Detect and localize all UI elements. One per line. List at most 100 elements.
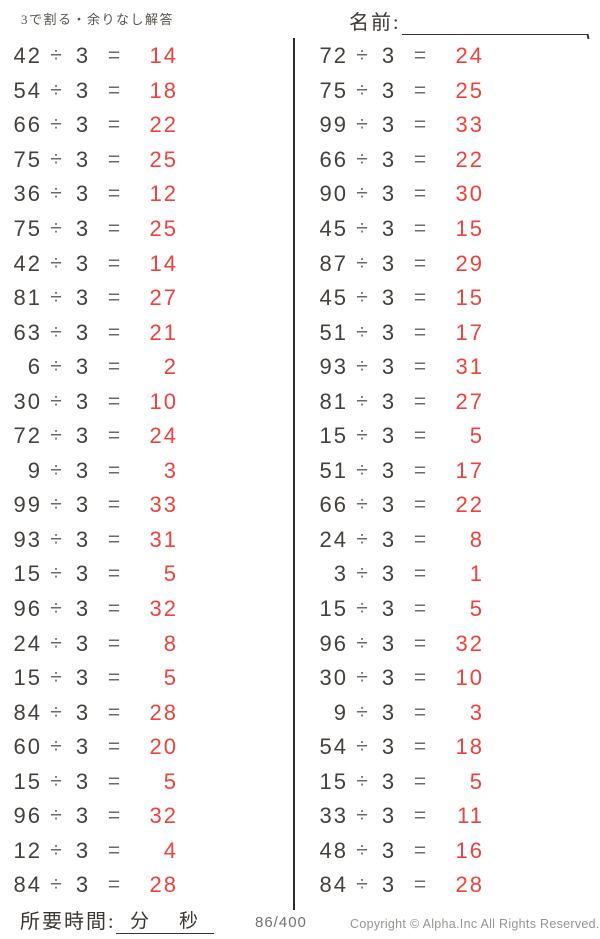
dividend: 48 — [319, 837, 348, 863]
dividend: 87 — [319, 250, 348, 276]
divide-sign: ÷ — [356, 182, 368, 206]
equals-sign: = — [107, 147, 121, 171]
divide-sign: ÷ — [50, 769, 62, 793]
divisor: 3 — [75, 250, 89, 276]
dividend: 99 — [13, 492, 42, 518]
divisor: 3 — [75, 285, 89, 311]
equals-sign: = — [107, 286, 121, 310]
equals-sign: = — [107, 44, 121, 68]
answer-value: 32 — [149, 596, 178, 622]
answer-value: 27 — [149, 285, 178, 311]
divisor: 3 — [75, 803, 89, 829]
equals-sign: = — [107, 527, 121, 551]
answer-value: 15 — [455, 285, 484, 311]
equals-sign: = — [107, 666, 121, 690]
equals-sign: = — [107, 458, 121, 482]
dividend: 15 — [319, 768, 348, 794]
divisor: 3 — [381, 112, 395, 138]
answer-value: 5 — [163, 665, 178, 691]
dividend: 60 — [13, 734, 42, 760]
equals-sign: = — [413, 320, 427, 344]
problem-row: 96 ÷ 3 = 32 — [0, 799, 294, 834]
dividend: 12 — [13, 837, 42, 863]
dividend: 66 — [13, 112, 42, 138]
problem-row: 30 ÷ 3 = 10 — [306, 661, 600, 696]
equals-sign: = — [413, 769, 427, 793]
problem-row: 87 ÷ 3 = 29 — [306, 246, 600, 281]
divisor: 3 — [381, 43, 395, 69]
equals-sign: = — [413, 700, 427, 724]
problem-row: 24 ÷ 3 = 8 — [0, 626, 294, 661]
divide-sign: ÷ — [50, 493, 62, 517]
equals-sign: = — [107, 389, 121, 413]
divisor: 3 — [75, 319, 89, 345]
dividend: 24 — [13, 630, 42, 656]
divisor: 3 — [381, 216, 395, 241]
problem-row: 60 ÷ 3 = 20 — [0, 730, 294, 765]
divide-sign: ÷ — [356, 286, 368, 310]
problem-row: 72 ÷ 3 = 24 — [0, 419, 294, 454]
answer-value: 32 — [455, 630, 484, 656]
dividend: 24 — [319, 526, 348, 552]
divide-sign: ÷ — [356, 666, 368, 690]
problem-row: 30 ÷ 3 = 10 — [0, 384, 294, 419]
equals-sign: = — [413, 735, 427, 759]
problem-row: 9 ÷ 3 = 3 — [306, 695, 600, 730]
problem-row: 75 ÷ 3 = 25 — [306, 74, 600, 109]
equals-sign: = — [413, 217, 427, 240]
equals-sign: = — [413, 355, 427, 379]
answer-value: 11 — [457, 803, 484, 829]
equals-sign: = — [413, 113, 427, 137]
divisor: 3 — [381, 423, 395, 449]
divide-sign: ÷ — [356, 700, 368, 724]
divisor: 3 — [75, 388, 89, 414]
dividend: 72 — [13, 423, 42, 449]
dividend: 75 — [13, 216, 42, 241]
dividend: 42 — [13, 250, 42, 276]
equals-sign: = — [107, 562, 121, 586]
equals-sign: = — [413, 493, 427, 517]
answer-value: 28 — [149, 872, 178, 898]
divisor: 3 — [381, 561, 395, 587]
problem-row: 51 ÷ 3 = 17 — [306, 315, 600, 350]
dividend: 84 — [13, 699, 42, 725]
divide-sign: ÷ — [50, 700, 62, 724]
divisor: 3 — [381, 250, 395, 276]
answer-value: 31 — [149, 526, 178, 552]
divisor: 3 — [75, 354, 89, 380]
problem-row: 93 ÷ 3 = 31 — [0, 523, 294, 558]
divide-sign: ÷ — [50, 735, 62, 759]
minutes-label: 分 — [130, 911, 151, 932]
divisor: 3 — [381, 803, 395, 829]
divide-sign: ÷ — [50, 355, 62, 379]
divisor: 3 — [75, 734, 89, 760]
dividend: 33 — [319, 803, 348, 829]
problem-row: 96 ÷ 3 = 32 — [0, 592, 294, 627]
problem-row: 81 ÷ 3 = 27 — [0, 281, 294, 316]
time-label: 所要時間: — [20, 911, 116, 933]
problem-row: 15 ÷ 3 = 5 — [0, 557, 294, 592]
divisor: 3 — [75, 699, 89, 725]
divide-sign: ÷ — [356, 873, 368, 897]
equals-sign: = — [107, 631, 121, 655]
dividend: 9 — [333, 699, 348, 725]
divide-sign: ÷ — [50, 182, 62, 206]
dividend: 54 — [13, 77, 42, 103]
divisor: 3 — [381, 699, 395, 725]
divide-sign: ÷ — [356, 251, 368, 275]
problem-row: 6 ÷ 3 = 2 — [0, 350, 294, 385]
divisor: 3 — [381, 319, 395, 345]
dividend: 99 — [319, 112, 348, 138]
divide-sign: ÷ — [356, 527, 368, 551]
dividend: 3 — [333, 561, 348, 587]
problem-row: 75 ÷ 3 = 25 — [0, 212, 294, 247]
equals-sign: = — [413, 424, 427, 448]
dividend: 96 — [13, 803, 42, 829]
answer-value: 5 — [469, 768, 484, 794]
divide-sign: ÷ — [356, 355, 368, 379]
divide-sign: ÷ — [50, 562, 62, 586]
problem-row: 63 ÷ 3 = 21 — [0, 315, 294, 350]
divisor: 3 — [75, 112, 89, 138]
problem-row: 84 ÷ 3 = 28 — [306, 868, 600, 903]
divisor: 3 — [75, 665, 89, 691]
